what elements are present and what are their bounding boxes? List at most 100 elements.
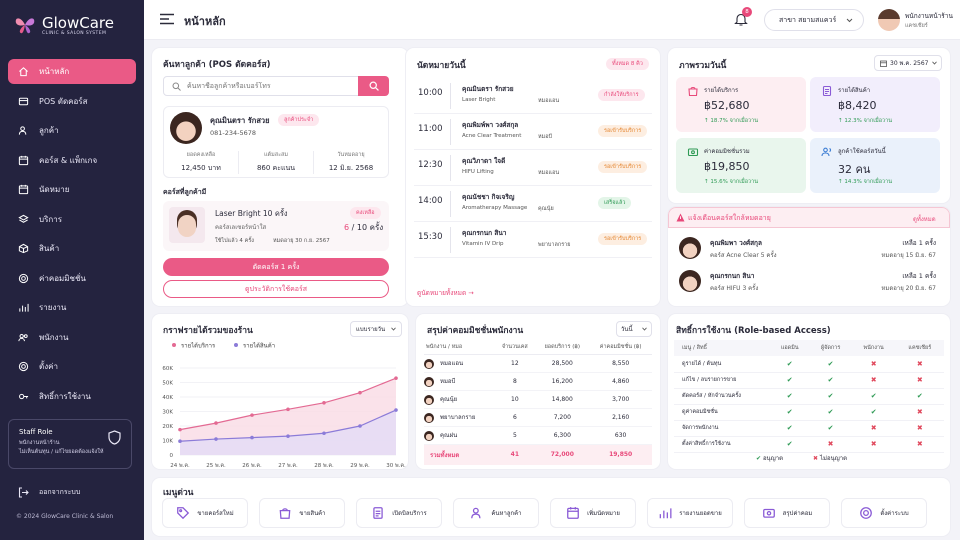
customer-card[interactable]: คุณมินตรา รักสวย ลูกค้าประจำ 081-234-567…	[163, 106, 389, 178]
check-icon[interactable]: ✔	[786, 440, 793, 448]
legend-label: รายได้บริการ	[181, 342, 216, 350]
appointment-row[interactable]: 10:00 คุณมินตรา รักสวย Laser Bright หมอแอน ก…	[414, 78, 652, 114]
calendar-icon	[18, 155, 29, 165]
kpi-tile[interactable]: รายได้สินค้า ฿8,420 ↑ 12.3% จากเมื่อวาน	[810, 77, 940, 132]
data-point[interactable]	[358, 390, 362, 395]
data-point[interactable]	[178, 427, 182, 432]
data-point[interactable]	[358, 424, 362, 428]
check-icon[interactable]: ✔	[870, 408, 877, 416]
sidebar-item-3[interactable]: ลูกค้า	[8, 118, 136, 143]
data-point[interactable]	[394, 408, 398, 412]
table-row[interactable]: คุณฝน 5 6,300 630	[424, 427, 652, 445]
data-point[interactable]	[286, 407, 290, 412]
table-row[interactable]: พยาบาลกราย 6 7,200 2,160	[424, 409, 652, 427]
branch-select[interactable]: สาขา สยามสแควร์	[764, 9, 864, 31]
cross-icon[interactable]: ✖	[827, 440, 834, 448]
table-row[interactable]: หมอบี 8 16,200 4,860	[424, 373, 652, 391]
quick-menu-button[interactable]: ขายสินค้า	[259, 498, 345, 528]
cross-icon[interactable]: ✖	[916, 424, 923, 432]
check-icon[interactable]: ✔	[827, 359, 834, 368]
chart-period-select[interactable]: แบบรายวัน	[350, 321, 402, 337]
appointment-service: Aromatherapy Massage	[462, 205, 528, 211]
sidebar-item-10[interactable]: พนักงาน	[8, 325, 136, 350]
search-button[interactable]	[358, 76, 389, 96]
quick-menu-button[interactable]: เพิ่มนัดหมาย	[550, 498, 636, 528]
sidebar-item-1[interactable]: หน้าหลัก	[8, 59, 136, 84]
sidebar-item-7[interactable]: สินค้า	[8, 236, 136, 261]
notification-count: 8	[742, 7, 752, 17]
table-cell: คุณนุ้ย	[424, 391, 494, 409]
view-all-appointments-link[interactable]: ดูนัดหมายทั้งหมด →	[417, 289, 474, 297]
check-icon[interactable]: ✔	[786, 408, 793, 416]
quick-menu-button[interactable]: สรุปค่าคอม	[744, 498, 830, 528]
role-name: พนักงานหน้าร้าน	[19, 440, 60, 446]
sidebar-item-8[interactable]: ค่าคอมมิชชั่น	[8, 266, 136, 291]
brand-logo[interactable]: GlowCare CLINIC & SALON SYSTEM	[14, 14, 114, 36]
check-icon[interactable]: ✔	[827, 376, 834, 384]
quick-menu-button[interactable]: ขายคอร์สใหม่	[162, 498, 248, 528]
logout-button[interactable]: ออกจากระบบ	[18, 487, 80, 498]
table-row[interactable]: คุณนุ้ย 10 14,800 3,700	[424, 391, 652, 409]
appointment-row[interactable]: 11:00 คุณพิมพ์พา วงศ์สกุล Acne Clear Treat…	[414, 114, 652, 150]
commission-period-select[interactable]: วันนี้	[616, 321, 652, 337]
user-avatar[interactable]	[878, 9, 900, 31]
check-icon[interactable]: ✔	[786, 376, 793, 384]
data-point[interactable]	[214, 421, 218, 425]
cross-icon[interactable]: ✖	[870, 359, 877, 368]
cut-course-button[interactable]: ตัดคอร์ส 1 ครั้ง	[163, 258, 389, 276]
sidebar-item-12[interactable]: สิทธิ์การใช้งาน	[8, 384, 136, 409]
sidebar-item-4[interactable]: คอร์ส & แพ็กเกจ	[8, 148, 136, 173]
cross-icon[interactable]: ✖	[916, 408, 923, 416]
customer-search-input[interactable]	[187, 82, 357, 90]
kpi-tile[interactable]: ค่าคอมมิชชั่นรวม ฿19,850 ↑ 15.6% จากเมื่อว…	[676, 138, 806, 193]
data-point[interactable]	[214, 437, 218, 441]
cross-icon[interactable]: ✖	[870, 376, 877, 384]
kpi-tile[interactable]: ลูกค้าใช้คอร์สวันนี้ 32 คน ↑ 14.3% จากเมื่…	[810, 138, 940, 193]
alert-remaining: เหลือ 1 ครั้ง	[902, 272, 936, 280]
sidebar-item-2[interactable]: POS ตัดคอร์ส	[8, 89, 136, 114]
cross-icon[interactable]: ✖	[870, 440, 877, 448]
alert-view-all[interactable]: ดูทั้งหมด	[913, 216, 936, 223]
cross-icon[interactable]: ✖	[870, 424, 877, 432]
data-point[interactable]	[286, 434, 290, 438]
overview-date: 30 พ.ค. 2567	[890, 60, 929, 67]
cross-icon[interactable]: ✖	[916, 359, 923, 368]
course-history-button[interactable]: ดูประวัติการใช้คอร์ส	[163, 280, 389, 298]
sidebar-item-6[interactable]: บริการ	[8, 207, 136, 232]
sidebar-item-11[interactable]: ตั้งค่า	[8, 354, 136, 379]
data-point[interactable]	[250, 435, 254, 440]
data-point[interactable]	[178, 439, 182, 444]
data-point[interactable]	[322, 401, 326, 405]
check-icon[interactable]: ✔	[827, 424, 834, 432]
notification-button[interactable]: 8	[734, 7, 752, 29]
alert-row[interactable]: คุณกรกนก สินา คอร์ส HIFU 3 ครั้ง เหลือ 1 ค…	[668, 268, 950, 298]
sidebar-item-5[interactable]: นัดหมาย	[8, 177, 136, 202]
sidebar-item-9[interactable]: รายงาน	[8, 295, 136, 320]
data-point[interactable]	[394, 376, 398, 380]
check-icon[interactable]: ✔	[827, 392, 834, 400]
check-icon[interactable]: ✔	[786, 392, 793, 400]
quick-menu-button[interactable]: ตั้งค่าระบบ	[841, 498, 927, 528]
check-icon[interactable]: ✔	[827, 408, 834, 416]
appointment-row[interactable]: 15:30 คุณกรกนก สินา Vitamin IV Drip พยาบาลก…	[414, 222, 652, 258]
table-row[interactable]: หมอแอน 12 28,500 8,550	[424, 355, 652, 373]
data-point[interactable]	[250, 413, 254, 417]
cross-icon[interactable]: ✖	[916, 376, 923, 384]
kpi-tile[interactable]: รายได้บริการ ฿52,680 ↑ 18.7% จากเมื่อวาน	[676, 77, 806, 132]
appointment-row[interactable]: 14:00 คุณนัชชา กิจเจริญ Aromatherapy Massa…	[414, 186, 652, 222]
alert-row[interactable]: คุณพิมพา วงศ์สกุล คอร์ส Acne Clear 5 ครั้…	[668, 235, 950, 265]
course-card[interactable]: Laser Bright 10 ครั้ง คงเหลือ คอร์สเลเซอ…	[163, 201, 389, 251]
check-icon[interactable]: ✔	[786, 424, 793, 432]
check-icon[interactable]: ✔	[870, 392, 877, 400]
cross-icon[interactable]: ✖	[916, 440, 923, 448]
check-icon[interactable]: ✔	[916, 392, 923, 400]
quick-menu-label: ค้นหาลูกค้า	[491, 510, 522, 517]
data-point[interactable]	[322, 431, 326, 436]
quick-menu-button[interactable]: รายงานยอดขาย	[647, 498, 733, 528]
date-picker[interactable]: 30 พ.ค. 2567	[874, 55, 942, 71]
quick-menu-button[interactable]: เปิดบิลบริการ	[356, 498, 442, 528]
menu-icon[interactable]	[160, 13, 174, 25]
check-icon[interactable]: ✔	[786, 359, 793, 368]
appointment-row[interactable]: 12:30 คุณวิภาดา ใจดี HIFU Lifting หมอแอน รอเ…	[414, 150, 652, 186]
quick-menu-button[interactable]: ค้นหาลูกค้า	[453, 498, 539, 528]
